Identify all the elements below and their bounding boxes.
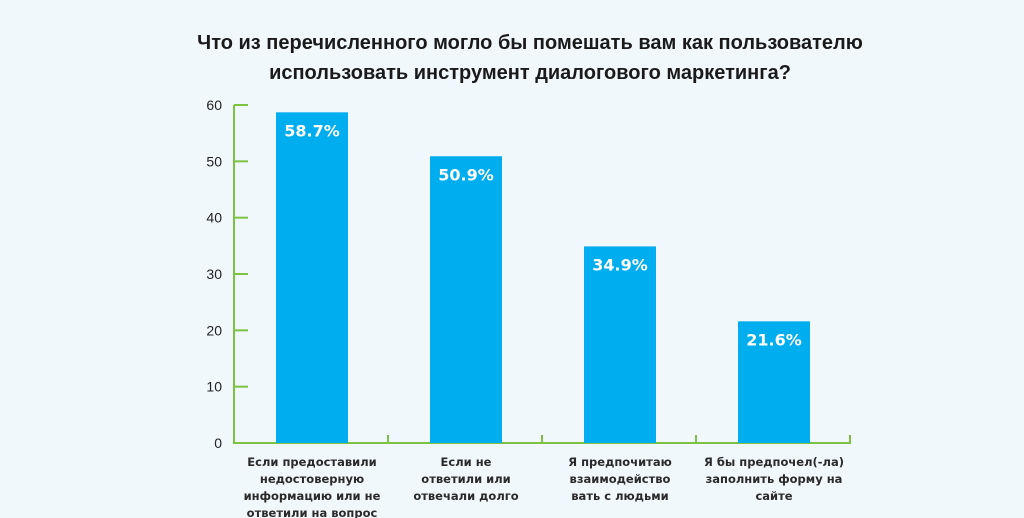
chart-title-line: использовать инструмент диалогового марк…: [269, 62, 791, 84]
bar: [430, 156, 502, 443]
x-category-label: Я предпочитаю: [568, 455, 672, 469]
x-category-label: Если не: [441, 455, 492, 469]
x-category-label: вать с людьми: [571, 489, 668, 503]
x-category-label: сайте: [755, 489, 792, 503]
data-label: 21.6%: [746, 330, 802, 349]
bar: [584, 246, 656, 443]
chart-title-line: Что из перечисленного могло бы помешать …: [197, 32, 863, 54]
x-category-label: информацию или не: [244, 489, 381, 503]
x-category-label: недостоверную: [260, 472, 364, 486]
bar: [276, 112, 348, 443]
y-tick-label: 30: [206, 266, 222, 282]
x-category-label: отвечали долго: [413, 489, 518, 503]
bar: [738, 321, 810, 443]
data-label: 50.9%: [438, 165, 494, 184]
x-category-label: взаимодейство: [570, 472, 671, 486]
y-tick-label: 40: [206, 210, 222, 226]
y-tick-label: 10: [206, 379, 222, 395]
chart-title: Что из перечисленного могло бы помешать …: [0, 28, 1024, 88]
y-tick-label: 50: [206, 153, 222, 169]
data-label: 58.7%: [284, 121, 340, 140]
y-tick-label: 60: [206, 97, 222, 113]
y-tick-label: 0: [214, 435, 222, 451]
x-category-label: ответили или: [421, 472, 510, 486]
x-category-label: Если предоставили: [247, 455, 376, 469]
x-category-label: Я бы предпочел(-ла): [704, 455, 844, 469]
x-category-label: заполнить форму на: [706, 472, 843, 486]
x-category-label: ответили на вопрос: [247, 506, 378, 518]
data-label: 34.9%: [592, 255, 648, 274]
y-tick-label: 20: [206, 322, 222, 338]
